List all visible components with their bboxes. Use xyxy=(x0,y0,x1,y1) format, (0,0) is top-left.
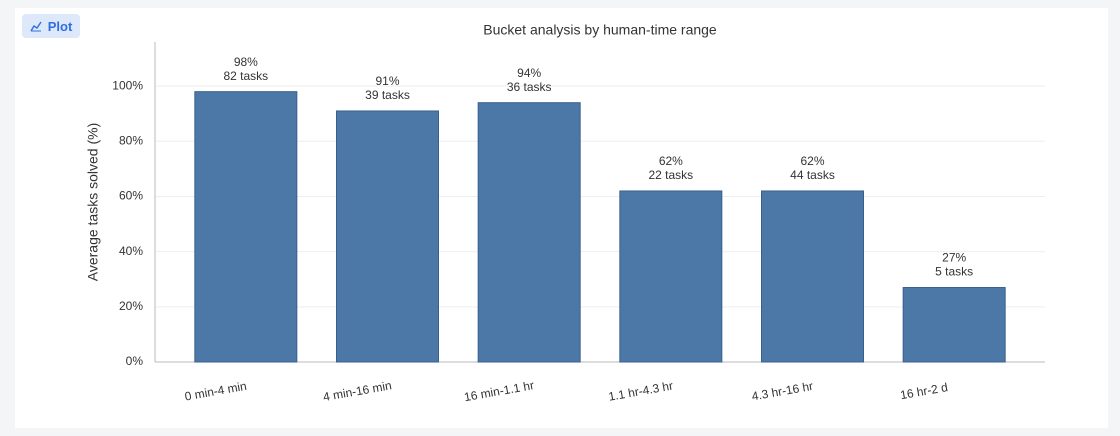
bar xyxy=(619,190,723,363)
plot-button-label: Plot xyxy=(47,18,73,34)
x-tick-label: 0 min-4 min xyxy=(184,379,248,404)
value-label: 62% xyxy=(659,154,683,168)
task-label: 39 tasks xyxy=(365,88,410,102)
bar xyxy=(336,110,439,363)
x-tick-label: 4 min-16 min xyxy=(322,378,393,404)
x-tick-label: 16 min-1.1 hr xyxy=(463,378,535,404)
bar xyxy=(477,102,581,363)
task-label: 82 tasks xyxy=(223,69,268,83)
value-label: 62% xyxy=(800,154,824,168)
value-label: 91% xyxy=(375,74,399,88)
y-tick-label: 40% xyxy=(119,244,143,258)
value-label: 27% xyxy=(942,251,966,265)
y-tick-label: 100% xyxy=(112,78,143,92)
y-tick-label: 60% xyxy=(119,189,143,203)
value-label: 94% xyxy=(517,66,541,80)
x-tick-label: 16 hr-2 d xyxy=(899,380,949,402)
y-tick-label: 0% xyxy=(126,354,144,368)
bar xyxy=(902,287,1006,363)
task-label: 5 tasks xyxy=(935,265,973,279)
plot-icon xyxy=(30,21,42,32)
plot-button[interactable]: Plot xyxy=(22,14,80,38)
y-axis-label: Average tasks solved (%) xyxy=(85,123,101,281)
x-tick-label: 1.1 hr-4.3 hr xyxy=(607,379,674,404)
bar xyxy=(761,190,864,363)
bar xyxy=(194,91,298,363)
task-label: 36 tasks xyxy=(507,80,552,94)
task-label: 44 tasks xyxy=(790,168,835,182)
x-tick-label: 4.3 hr-16 hr xyxy=(751,379,815,404)
y-tick-label: 80% xyxy=(119,133,143,147)
y-tick-label: 20% xyxy=(119,299,143,313)
chart-title: Bucket analysis by human-time range xyxy=(483,22,717,38)
value-label: 98% xyxy=(234,55,258,69)
task-label: 22 tasks xyxy=(648,168,693,182)
